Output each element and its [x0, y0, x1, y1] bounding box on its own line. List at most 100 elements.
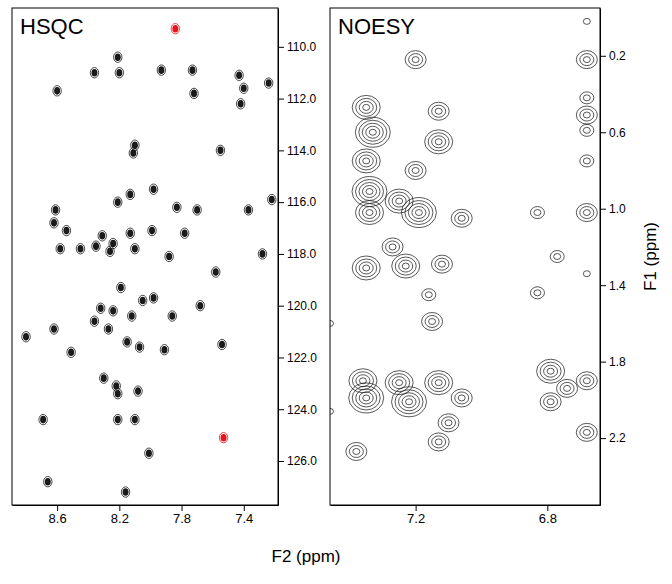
peak: [23, 333, 29, 341]
peak: [118, 284, 124, 292]
peak-contour: [96, 303, 104, 313]
tick: 1.8: [600, 355, 626, 369]
contour-level: [392, 377, 406, 389]
contour-level: [435, 108, 442, 114]
contour-level: [458, 395, 465, 401]
peak: [99, 232, 105, 240]
peak: [245, 206, 251, 214]
peak-contour: [165, 251, 173, 261]
tick-label: 2.2: [609, 431, 626, 445]
peak-contour: [109, 306, 117, 316]
peak-contour: [190, 88, 198, 98]
contour-level: [409, 54, 423, 66]
contour-level: [356, 389, 377, 407]
tick-mark: [547, 505, 548, 511]
contour-level: [356, 180, 384, 204]
contour-level: [544, 365, 558, 377]
tick-label: 7.8: [173, 511, 191, 526]
marks: [22, 24, 276, 498]
contour-level: [366, 210, 373, 216]
contour-level: [412, 207, 426, 219]
peak: [132, 416, 138, 424]
peak-contour: [112, 381, 120, 391]
tick-label: 110.0: [287, 40, 316, 54]
contour-level: [560, 382, 574, 394]
panel: 7.26.80.20.61.01.41.82.2NOESY: [327, 8, 627, 526]
peak: [241, 84, 247, 92]
peak: [158, 66, 164, 74]
contour-level: [432, 377, 446, 389]
contour-level: [583, 95, 590, 101]
peak: [221, 434, 227, 442]
peak: [191, 90, 197, 98]
peak-contour: [50, 218, 58, 228]
peak-contour: [149, 293, 157, 303]
contour-level: [386, 241, 400, 253]
contour-level: [422, 289, 436, 301]
peak: [137, 343, 143, 351]
contour-level: [583, 271, 590, 277]
tick-mark: [278, 150, 284, 151]
peak: [217, 147, 223, 155]
tick: 2.2: [600, 431, 626, 445]
tick-label: 6.8: [539, 511, 557, 526]
contour-level: [359, 183, 380, 201]
tick-label: 1.0: [609, 202, 626, 216]
tick: 112.0: [278, 92, 316, 106]
contour-level: [580, 426, 594, 438]
contour-level: [349, 445, 363, 457]
axis-line: [278, 9, 279, 506]
contour-level: [576, 204, 597, 222]
contour-level: [583, 378, 590, 384]
tick: 1.0: [600, 202, 626, 216]
tick-mark: [278, 99, 284, 100]
contour-level: [432, 105, 446, 117]
peak-contour: [160, 344, 168, 354]
peak: [259, 250, 265, 258]
peak-contour: [121, 487, 129, 497]
y-axis-title: F1 (ppm): [641, 222, 660, 291]
peak-contour: [114, 388, 122, 398]
peak-contour: [236, 99, 244, 109]
contour-level: [564, 385, 571, 391]
contour-level: [396, 380, 403, 386]
tick: 116.0: [278, 195, 316, 209]
peak: [123, 488, 129, 496]
contour-level: [547, 399, 554, 405]
tick-mark: [278, 409, 284, 410]
peak-contour: [235, 70, 243, 80]
axis-line: [13, 505, 279, 506]
contour-level: [402, 396, 416, 408]
contour-level: [580, 54, 594, 66]
tick: 110.0: [278, 40, 316, 54]
peak-contour: [196, 300, 204, 310]
peak-contour: [22, 332, 30, 342]
contour-level: [346, 442, 367, 460]
contour-level: [429, 318, 436, 324]
peak: [51, 219, 57, 227]
tick-label: 114.0: [287, 144, 316, 158]
peak-contour: [50, 324, 58, 334]
peak-contour: [67, 347, 75, 357]
contour-level: [359, 101, 373, 113]
peak-contour: [219, 432, 227, 442]
tick-mark: [600, 438, 606, 439]
contour-level: [583, 429, 590, 435]
tick-mark: [278, 202, 284, 203]
peak: [172, 25, 178, 33]
peak-contour: [56, 244, 64, 254]
marks: [330, 18, 597, 460]
contour-level: [392, 387, 427, 417]
contour-level: [352, 95, 380, 119]
tick-mark: [278, 254, 284, 255]
contour-level: [583, 18, 590, 24]
contour-level: [425, 292, 432, 298]
tick-label: 116.0: [287, 195, 316, 209]
contour-level: [402, 263, 409, 269]
contour-level: [352, 372, 373, 390]
peak: [91, 69, 97, 77]
contour-level: [415, 210, 422, 216]
tick: 114.0: [278, 144, 316, 158]
peak-contour: [193, 205, 201, 215]
tick-mark: [600, 132, 606, 133]
